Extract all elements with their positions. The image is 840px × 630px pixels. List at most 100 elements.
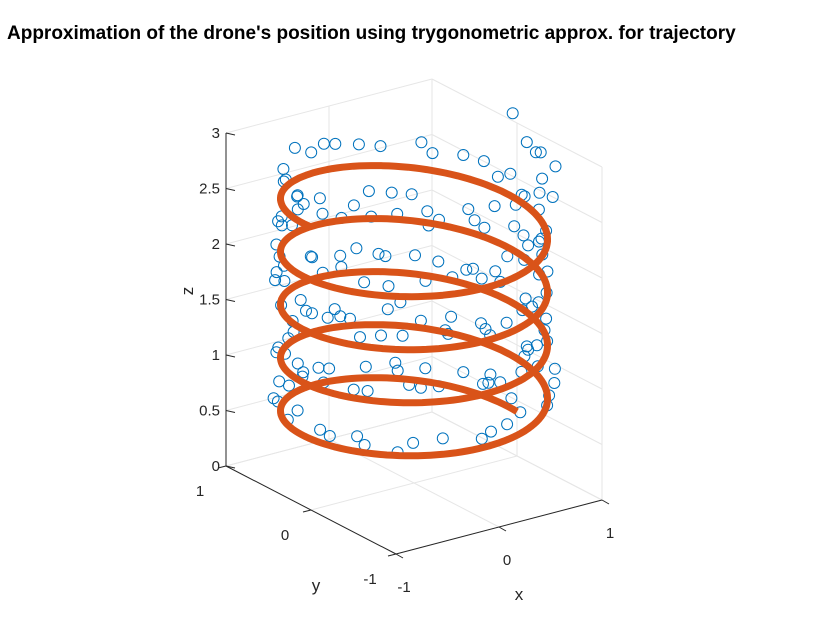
z-axis-label: z (178, 287, 197, 296)
scatter-point (292, 405, 303, 416)
scatter-point (360, 361, 371, 372)
scatter-point (489, 201, 500, 212)
y-tick-label: -1 (363, 571, 376, 588)
scatter-point (502, 419, 513, 430)
scatter-point (420, 363, 431, 374)
scatter-point (476, 273, 487, 284)
scatter-point (315, 424, 326, 435)
scatter-point (530, 147, 541, 158)
scatter-point (362, 386, 373, 397)
chart-title: Approximation of the drone's position us… (7, 23, 736, 44)
scatter-point (446, 311, 457, 322)
scatter-point (380, 251, 391, 262)
scatter-point (486, 426, 497, 437)
x-tick-label: -1 (397, 579, 410, 596)
scatter-point (505, 168, 516, 179)
z-tick-mark (226, 355, 235, 357)
scatter-point (376, 330, 387, 341)
scatter-point (351, 243, 362, 254)
scatter-point (535, 147, 546, 158)
scatter-point (383, 281, 394, 292)
scatter-point (375, 141, 386, 152)
z-tick-label: 2 (212, 236, 220, 253)
scatter-point (289, 142, 300, 153)
z-tick-mark (226, 244, 235, 246)
scatter-point (476, 433, 487, 444)
scatter-point (520, 293, 531, 304)
scatter-point (531, 340, 542, 351)
scatter-point (550, 161, 561, 172)
x-tick-label: 0 (503, 552, 511, 569)
scatter-point (422, 206, 433, 217)
z-tick-mark (226, 189, 235, 191)
scatter-point (469, 215, 480, 226)
scatter-point (348, 200, 359, 211)
x-axis-label: x (515, 585, 524, 604)
scatter-point (492, 171, 503, 182)
scatter-point (461, 264, 472, 275)
scatter-point (271, 267, 282, 278)
scatter-point (416, 137, 427, 148)
scatter-point (458, 367, 469, 378)
scatter-point (507, 108, 518, 119)
z-tick-mark (226, 411, 235, 413)
z-tick-label: 2.5 (199, 181, 220, 198)
scatter-point (437, 433, 448, 444)
scatter-point (318, 138, 329, 149)
scatter-point (363, 186, 374, 197)
scatter-point (523, 344, 534, 355)
scatter-point (330, 138, 341, 149)
scatter-point (274, 376, 285, 387)
y-tick-mark (303, 510, 311, 512)
scatter-point (479, 222, 490, 233)
scatter-point (534, 187, 545, 198)
z-tick-label: 1 (212, 347, 220, 364)
x-tick-mark (396, 554, 403, 558)
scatter-point (392, 365, 403, 376)
scatter-point (307, 308, 318, 319)
scatter-point (373, 248, 384, 259)
scatter-point (317, 208, 328, 219)
scatter-point (523, 240, 534, 251)
scatter-point (386, 187, 397, 198)
scatter-point (313, 362, 324, 373)
x-tick-mark (499, 527, 506, 531)
grid-line (311, 456, 517, 510)
y-axis-label: y (312, 576, 321, 595)
z-tick-mark (226, 300, 235, 302)
scatter-point (408, 437, 419, 448)
scatter-point (501, 317, 512, 328)
scatter-point (433, 256, 444, 267)
x-tick-label: 1 (606, 525, 614, 542)
scatter-point (490, 266, 501, 277)
scatter-point (537, 173, 548, 184)
scatter-point (278, 164, 289, 175)
x-tick-mark (602, 500, 609, 504)
trajectory-path (281, 166, 548, 456)
y-tick-label: 1 (196, 483, 204, 500)
scatter-point (541, 313, 552, 324)
scatter-point (353, 139, 364, 150)
scatter-point (485, 369, 496, 380)
scatter-point (295, 295, 306, 306)
scatter-point (549, 378, 560, 389)
z-tick-label: 0.5 (199, 403, 220, 420)
scatter-point (335, 250, 346, 261)
scatter-point (397, 330, 408, 341)
scatter-point (359, 277, 370, 288)
scatter-point (506, 393, 517, 404)
z-tick-label: 0 (212, 458, 220, 475)
z-tick-label: 1.5 (199, 292, 220, 309)
z-tick-mark (226, 133, 235, 135)
trajectory-line (281, 166, 548, 456)
z-tick-label: 3 (212, 125, 220, 142)
scatter-point (509, 221, 520, 232)
y-tick-label: 0 (281, 527, 289, 544)
scatter-point (306, 147, 317, 158)
scatter-point (335, 311, 346, 322)
scatter-point (314, 193, 325, 204)
scatter-point (322, 312, 333, 323)
